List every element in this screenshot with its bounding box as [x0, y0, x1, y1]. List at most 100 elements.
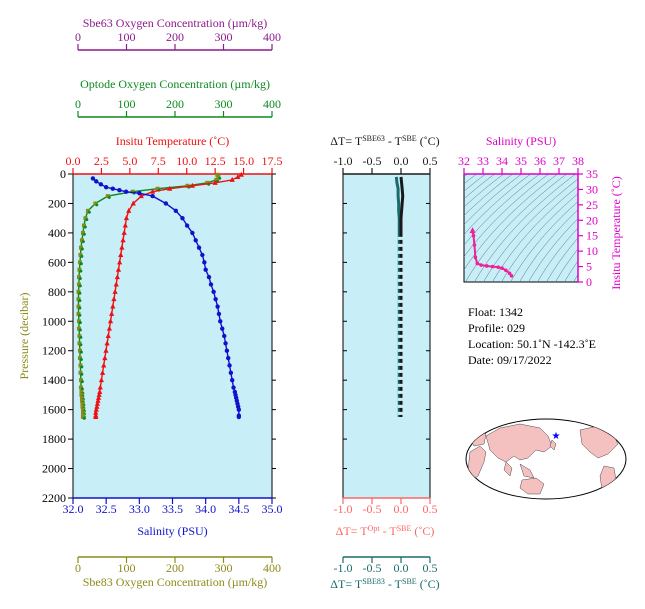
oxygen-point [78, 370, 83, 375]
oxygen-point [215, 172, 220, 177]
salinity-point [206, 274, 212, 280]
pressure-tick-label: 1000 [42, 314, 66, 328]
ts-isopycnal-line [519, 209, 578, 282]
oxygen-point [76, 297, 81, 302]
oxygen-point [83, 216, 88, 221]
temperature-point [112, 288, 118, 294]
delta-sbe83-axis-tick-label: -0.5 [363, 561, 382, 575]
oxygen-point [80, 404, 85, 409]
oxygen-point-overlay [79, 357, 83, 361]
temperature-axis-tick-label: 5.0 [122, 154, 137, 168]
temperature-point [109, 310, 115, 316]
oxygen-point [77, 348, 82, 353]
temperature-point [119, 244, 125, 250]
salinity-point [226, 355, 231, 361]
temperature-point [94, 400, 101, 406]
temperature-point [238, 171, 244, 177]
oxygen-point-overlay [83, 225, 87, 229]
pressure-tick-label: 600 [48, 255, 66, 269]
ts-curve-point [472, 243, 477, 247]
ts-salinity-axis-tick-label: 35 [515, 154, 527, 168]
oxygen-point-overlay [87, 210, 91, 214]
ts-temp-tick-label: 10 [586, 244, 598, 258]
oxygen-point-overlay [80, 247, 84, 251]
salinity-point [228, 370, 234, 376]
salinity-point [190, 230, 195, 236]
temperature-point [94, 403, 100, 409]
oxygen-point-overlay [80, 254, 84, 258]
oxygen-point [79, 238, 84, 243]
oxygen-point [78, 253, 83, 257]
oxygen-point [77, 341, 82, 346]
oxygen-point-overlay [80, 387, 84, 391]
ts-salinity-axis-title: Salinity (PSU) [486, 134, 556, 148]
ts-curve-point [496, 265, 501, 269]
ts-curve-point [507, 271, 512, 276]
pressure-tick-label: 800 [48, 285, 66, 299]
ts-isopycnal-line [537, 227, 578, 282]
pressure-tick-label: 2200 [42, 491, 66, 505]
oxygen-point-overlay [85, 218, 89, 222]
map-landmass [503, 461, 513, 477]
salinity-point [211, 289, 216, 295]
salinity-point [202, 260, 207, 265]
temperature-axis-tick-label: 12.5 [205, 154, 226, 168]
oxygen-point [76, 326, 81, 331]
delta-sbe63-axis-title: ΔT= TSBE63 - TSBE (˚C) [330, 134, 439, 149]
ts-curve-point [475, 261, 480, 266]
salinity-point [203, 267, 208, 272]
temperature-point [97, 388, 103, 394]
map-landmass [485, 423, 553, 463]
salinity-point [163, 201, 169, 206]
ts-salinity-axis-tick-label: 38 [572, 154, 584, 168]
temperature-point [102, 355, 108, 361]
oxygen-point [155, 186, 160, 191]
ts-isopycnal-line [501, 193, 578, 282]
temperature-point [126, 207, 132, 213]
ts-curve-point [490, 264, 495, 269]
optode-axis-tick-label: 300 [215, 97, 233, 111]
sbe83-axis-title: Sbe83 Oxygen Concentration (µm/kg) [83, 575, 268, 589]
oxygen-point-overlay [79, 343, 83, 347]
optode-axis-tick-label: 0 [75, 97, 81, 111]
temperature-point [113, 281, 119, 287]
temperature-point [115, 266, 122, 272]
oxygen-point [79, 392, 84, 397]
ts-isopycnal-line [483, 178, 578, 282]
profile-number-text: Profile: 029 [468, 321, 525, 335]
salinity-point [222, 333, 227, 339]
oxygen-point-overlay [78, 321, 82, 325]
salinity-point [137, 190, 142, 196]
oxygen-point [130, 189, 135, 194]
temperature-point [229, 176, 235, 182]
oxygen-point-overlay [78, 291, 82, 295]
location-text: Location: 50.1˚N -142.3˚E [468, 337, 596, 351]
oxygen-point [79, 395, 84, 400]
ts-salinity-axis-tick-label: 32 [458, 154, 470, 168]
sbe83-axis-tick-label: 0 [75, 561, 81, 575]
temperature-axis-tick-label: 15.0 [233, 154, 254, 168]
ts-isopycnals [464, 174, 578, 282]
ts-temp-tick-label: 20 [586, 213, 598, 227]
delta-opt-axis-tick-label: -0.5 [363, 502, 382, 516]
ts-temp-tick-label: 0 [586, 275, 592, 289]
delta-t-panel: -1.0 -0.5 0.0 0.5 ΔT= TSBE63 - TSBE (˚C) -1.0… [330, 134, 439, 592]
oxygen-point-overlay [80, 380, 84, 384]
temperature-point [101, 362, 107, 368]
salinity-point [213, 296, 218, 302]
ts-isopycnal-line [492, 185, 578, 282]
temperature-point [98, 377, 105, 383]
salinity-axis-tick-label: 34.0 [195, 502, 216, 516]
ts-curve-point [473, 255, 478, 260]
temperature-point [189, 182, 195, 188]
salinity-point [150, 193, 155, 199]
profile-panel: 0200400600800100012001400160018002000220… [17, 16, 283, 589]
oxygen-point [76, 275, 81, 280]
temperature-point [117, 259, 123, 265]
ts-salinity-axis-tick-label: 33 [477, 154, 489, 168]
temperature-point [167, 185, 173, 191]
temperature-point [118, 252, 124, 257]
oxygen-point [80, 230, 85, 235]
oxygen-point [76, 289, 81, 294]
